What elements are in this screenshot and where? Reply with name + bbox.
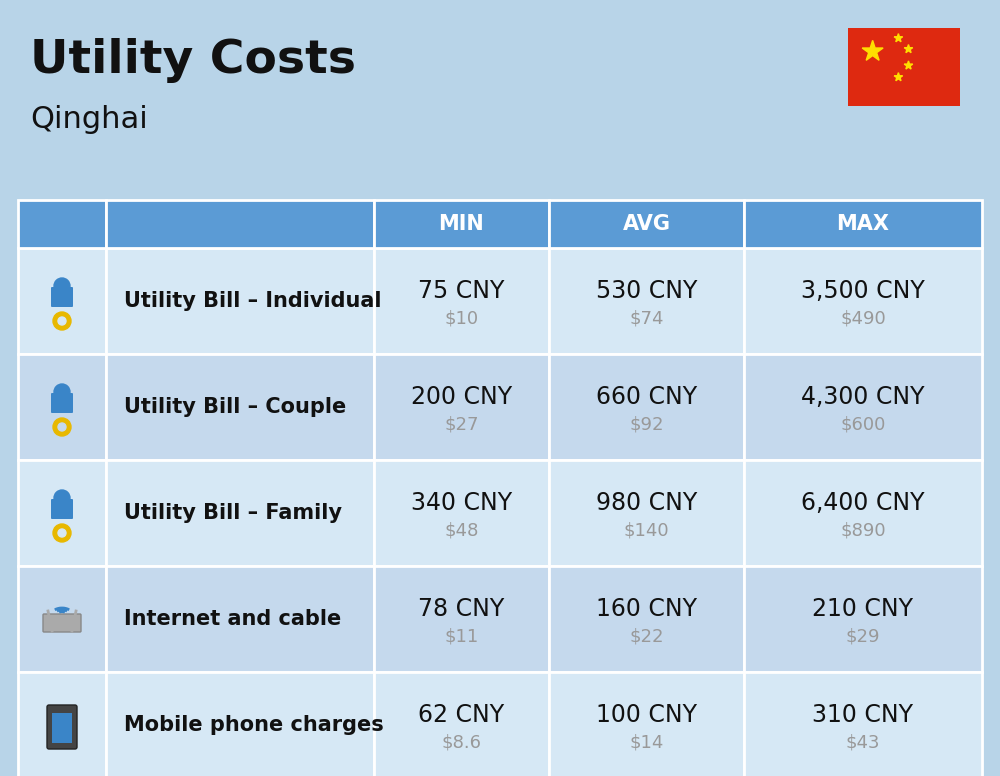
Text: $490: $490 [840,310,886,328]
FancyBboxPatch shape [374,460,549,566]
Text: $10: $10 [444,310,479,328]
FancyBboxPatch shape [18,200,106,248]
Text: 3,500 CNY: 3,500 CNY [801,279,925,303]
Circle shape [54,490,70,506]
FancyBboxPatch shape [51,499,73,519]
Text: $74: $74 [629,310,664,328]
FancyBboxPatch shape [549,672,744,776]
Text: $600: $600 [840,416,886,434]
FancyBboxPatch shape [106,354,374,460]
Polygon shape [894,73,903,81]
Text: Utility Bill – Family: Utility Bill – Family [124,503,342,523]
FancyBboxPatch shape [374,566,549,672]
Text: MAX: MAX [836,214,890,234]
Text: 4,300 CNY: 4,300 CNY [801,385,925,409]
FancyBboxPatch shape [744,200,982,248]
Circle shape [58,529,66,537]
FancyBboxPatch shape [848,28,960,106]
Text: 160 CNY: 160 CNY [596,597,697,621]
FancyBboxPatch shape [549,248,744,354]
FancyBboxPatch shape [374,354,549,460]
FancyBboxPatch shape [744,672,982,776]
Text: $14: $14 [629,734,664,752]
FancyBboxPatch shape [18,566,106,672]
Text: Mobile phone charges: Mobile phone charges [124,715,384,735]
FancyBboxPatch shape [18,672,106,776]
FancyBboxPatch shape [106,566,374,672]
FancyBboxPatch shape [47,705,77,749]
FancyBboxPatch shape [549,200,744,248]
Text: $48: $48 [444,522,479,540]
Circle shape [53,418,71,436]
Circle shape [58,423,66,431]
Circle shape [54,384,70,400]
Text: 660 CNY: 660 CNY [596,385,697,409]
Text: $29: $29 [846,628,880,646]
Text: $140: $140 [624,522,669,540]
Text: 340 CNY: 340 CNY [411,491,512,515]
FancyBboxPatch shape [549,566,744,672]
Text: $92: $92 [629,416,664,434]
Text: $890: $890 [840,522,886,540]
FancyBboxPatch shape [106,248,374,354]
Text: $11: $11 [444,628,479,646]
FancyBboxPatch shape [549,354,744,460]
FancyBboxPatch shape [43,614,81,632]
Polygon shape [904,61,913,69]
Text: 310 CNY: 310 CNY [812,703,914,727]
Text: 980 CNY: 980 CNY [596,491,697,515]
Text: 210 CNY: 210 CNY [812,597,914,621]
FancyBboxPatch shape [744,460,982,566]
FancyBboxPatch shape [51,287,73,307]
Circle shape [54,278,70,294]
Text: $43: $43 [846,734,880,752]
Polygon shape [894,33,903,42]
Circle shape [58,317,66,325]
Text: Qinghai: Qinghai [30,105,148,134]
Text: 78 CNY: 78 CNY [418,597,505,621]
FancyBboxPatch shape [374,200,549,248]
FancyBboxPatch shape [18,248,106,354]
FancyBboxPatch shape [744,248,982,354]
Text: $27: $27 [444,416,479,434]
FancyBboxPatch shape [549,460,744,566]
FancyBboxPatch shape [374,248,549,354]
FancyBboxPatch shape [106,460,374,566]
Text: AVG: AVG [622,214,670,234]
FancyBboxPatch shape [106,672,374,776]
Text: Utility Bill – Couple: Utility Bill – Couple [124,397,346,417]
Text: 530 CNY: 530 CNY [596,279,697,303]
Text: 200 CNY: 200 CNY [411,385,512,409]
Text: 100 CNY: 100 CNY [596,703,697,727]
Text: Utility Costs: Utility Costs [30,38,356,83]
Text: Internet and cable: Internet and cable [124,609,341,629]
Text: $22: $22 [629,628,664,646]
Text: $8.6: $8.6 [442,734,482,752]
Circle shape [53,312,71,330]
Polygon shape [862,40,883,61]
Polygon shape [904,44,913,53]
FancyBboxPatch shape [106,200,374,248]
FancyBboxPatch shape [18,460,106,566]
Text: 75 CNY: 75 CNY [418,279,505,303]
Text: 62 CNY: 62 CNY [418,703,505,727]
FancyBboxPatch shape [52,713,72,743]
Text: 6,400 CNY: 6,400 CNY [801,491,925,515]
Text: Utility Bill – Individual: Utility Bill – Individual [124,291,382,311]
Circle shape [53,524,71,542]
FancyBboxPatch shape [744,566,982,672]
Text: MIN: MIN [439,214,484,234]
FancyBboxPatch shape [51,393,73,413]
FancyBboxPatch shape [744,354,982,460]
FancyBboxPatch shape [18,354,106,460]
FancyBboxPatch shape [374,672,549,776]
